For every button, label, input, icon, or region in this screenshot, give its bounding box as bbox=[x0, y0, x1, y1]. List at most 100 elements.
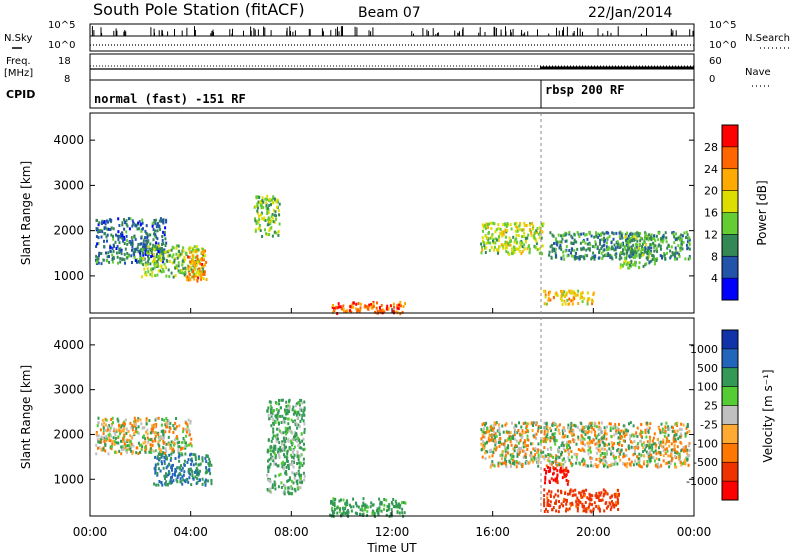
heatmap-cell bbox=[95, 443, 98, 447]
heatmap-cell bbox=[291, 438, 294, 441]
heatmap-cell bbox=[282, 447, 285, 451]
heatmap-cell bbox=[102, 447, 105, 451]
heatmap-cell bbox=[547, 504, 550, 508]
heatmap-cell bbox=[492, 221, 495, 225]
heatmap-cell bbox=[562, 234, 564, 238]
heatmap-cell bbox=[673, 257, 676, 261]
heatmap-cell bbox=[565, 469, 568, 473]
heatmap-cell bbox=[582, 463, 585, 467]
heatmap-cell bbox=[568, 249, 571, 252]
heatmap-cell bbox=[342, 304, 345, 308]
heatmap-cell bbox=[554, 479, 557, 483]
heatmap-cell bbox=[189, 420, 192, 423]
heatmap-cell bbox=[366, 505, 369, 509]
heatmap-cell bbox=[287, 486, 290, 490]
heatmap-cell bbox=[623, 434, 626, 438]
heatmap-cell bbox=[644, 448, 646, 452]
heatmap-cell bbox=[489, 241, 492, 245]
heatmap-cell bbox=[267, 465, 269, 469]
heatmap-cell bbox=[271, 455, 274, 459]
heatmap-cell bbox=[258, 214, 260, 218]
heatmap-cell bbox=[177, 447, 180, 451]
heatmap-cell bbox=[582, 457, 585, 461]
heatmap-cell bbox=[204, 471, 207, 475]
heatmap-cell bbox=[680, 463, 683, 467]
heatmap-cell bbox=[543, 488, 546, 492]
heatmap-cell bbox=[153, 220, 156, 224]
heatmap-cell bbox=[106, 425, 109, 429]
heatmap-cell bbox=[361, 507, 364, 511]
colorbar-swatch bbox=[722, 190, 738, 213]
heatmap-cell bbox=[618, 257, 621, 261]
heatmap-cell bbox=[566, 254, 569, 258]
heatmap-cell bbox=[182, 440, 185, 444]
heatmap-cell bbox=[625, 251, 628, 255]
heatmap-cell bbox=[614, 492, 617, 496]
heatmap-cell bbox=[681, 462, 684, 466]
heatmap-cell bbox=[547, 293, 550, 297]
heatmap-cell bbox=[584, 433, 587, 436]
heatmap-cell bbox=[164, 244, 167, 247]
heatmap-cell bbox=[121, 221, 124, 225]
heatmap-cell bbox=[498, 440, 501, 444]
heatmap-cell bbox=[649, 250, 652, 253]
heatmap-cell bbox=[674, 255, 677, 259]
heatmap-cell bbox=[571, 423, 574, 427]
heatmap-cell bbox=[139, 450, 141, 454]
heatmap-cell bbox=[208, 460, 211, 464]
heatmap-cell bbox=[266, 223, 269, 227]
heatmap-cell bbox=[537, 232, 540, 236]
heatmap-cell bbox=[513, 437, 516, 441]
heatmap-cell bbox=[208, 457, 211, 461]
heatmap-cell bbox=[577, 435, 580, 439]
heatmap-cell bbox=[537, 429, 539, 433]
heatmap-cell bbox=[183, 255, 186, 259]
nsky-label: N.Sky bbox=[4, 33, 32, 44]
heatmap-cell bbox=[647, 463, 649, 467]
heatmap-cell bbox=[123, 252, 126, 256]
heatmap-cell bbox=[117, 237, 120, 241]
heatmap-cell bbox=[588, 447, 591, 451]
heatmap-cell bbox=[291, 461, 294, 465]
heatmap-cell bbox=[97, 416, 100, 420]
heatmap-cell bbox=[191, 256, 194, 260]
heatmap-cell bbox=[157, 244, 160, 248]
heatmap-cell bbox=[616, 449, 619, 453]
heatmap-cell bbox=[639, 465, 642, 468]
heatmap-cell bbox=[605, 253, 608, 257]
heatmap-cell bbox=[483, 442, 486, 446]
heatmap-cell bbox=[565, 478, 568, 482]
heatmap-cell bbox=[359, 512, 361, 516]
heatmap-cell bbox=[130, 426, 133, 430]
heatmap-cell bbox=[672, 232, 675, 236]
heatmap-cell bbox=[284, 430, 287, 434]
heatmap-cell bbox=[598, 449, 601, 453]
heatmap-cell bbox=[550, 462, 553, 466]
heatmap-cell bbox=[95, 432, 98, 436]
heatmap-cell bbox=[289, 486, 292, 490]
heatmap-cell bbox=[600, 458, 603, 462]
heatmap-cell bbox=[118, 428, 121, 432]
heatmap-cell bbox=[587, 497, 590, 501]
heatmap-cell bbox=[559, 470, 562, 474]
heatmap-cell bbox=[140, 448, 143, 452]
heatmap-cell bbox=[302, 457, 305, 461]
heatmap-cell bbox=[298, 474, 301, 478]
heatmap-cell bbox=[298, 472, 301, 476]
heatmap-cell bbox=[644, 443, 646, 447]
heatmap-cell bbox=[483, 447, 486, 451]
heatmap-cell bbox=[190, 444, 193, 448]
heatmap-cell bbox=[149, 447, 152, 451]
heatmap-cell bbox=[101, 221, 103, 225]
heatmap-cell bbox=[126, 242, 129, 246]
heatmap-cell bbox=[513, 240, 516, 244]
heatmap-cell bbox=[629, 437, 631, 441]
heatmap-cell bbox=[573, 232, 576, 236]
heatmap-cell bbox=[568, 458, 571, 462]
heatmap-cell bbox=[267, 459, 269, 463]
heatmap-cell bbox=[482, 229, 484, 233]
heatmap-cell bbox=[566, 298, 569, 302]
heatmap-cell bbox=[560, 489, 562, 493]
heatmap-cell bbox=[118, 251, 121, 255]
heatmap-cell bbox=[649, 459, 652, 463]
